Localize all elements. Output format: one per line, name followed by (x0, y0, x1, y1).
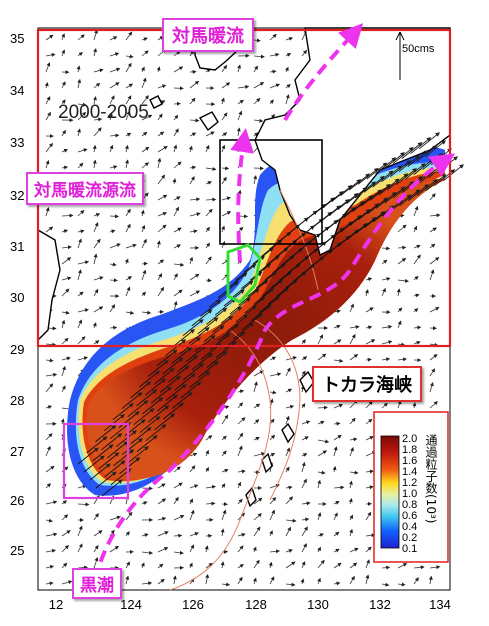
current-vector (110, 327, 116, 328)
lat-tick: 31 (10, 239, 24, 254)
lon-tick: 132 (369, 597, 391, 612)
lat-tick: 27 (10, 444, 24, 459)
lon-tick: 12 (49, 597, 63, 612)
label-kuroshio: 黒潮 (72, 568, 122, 599)
lon-tick: 134 (429, 597, 451, 612)
lat-tick-labels: 35 34 33 32 31 30 29 28 27 26 25 (10, 31, 24, 558)
velocity-scale-label: 50cms (402, 43, 435, 55)
lat-tick: 25 (10, 543, 24, 558)
lat-tick: 28 (10, 393, 24, 408)
period-label: 2000-2005 (58, 102, 149, 123)
lat-tick: 29 (10, 342, 24, 357)
lon-tick: 128 (245, 597, 267, 612)
colorbar-legend: 通過粒子数(10³) 2.01.81.61.41.21.00.80.60.40.… (374, 412, 448, 562)
colorbar-tick-label: 0.1 (402, 543, 417, 555)
lat-tick: 30 (10, 290, 24, 305)
lat-tick: 33 (10, 135, 24, 150)
lon-tick: 124 (120, 597, 142, 612)
lon-tick: 126 (182, 597, 204, 612)
current-vector (174, 535, 181, 536)
current-vector (222, 168, 228, 169)
lat-tick: 26 (10, 493, 24, 508)
lon-tick-labels: 12 124 126 128 130 132 134 (49, 597, 451, 612)
lat-tick: 35 (10, 31, 24, 46)
lat-tick: 32 (10, 188, 24, 203)
label-tokara-strait: トカラ海峡 (312, 366, 422, 402)
label-tsushima-source: 対馬暖流源流 (26, 172, 144, 205)
colorbar-ramp (381, 436, 399, 548)
lat-tick: 34 (10, 83, 24, 98)
colorbar-title: 通過粒子数(10³) (424, 434, 438, 524)
colorbar-ticks: 2.01.81.61.41.21.00.80.60.40.20.1 (402, 433, 417, 555)
lon-tick: 130 (307, 597, 329, 612)
label-tsushima-current: 対馬暖流 (162, 18, 254, 52)
